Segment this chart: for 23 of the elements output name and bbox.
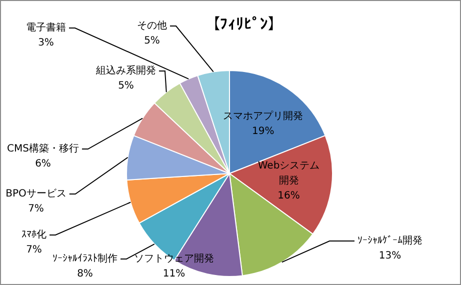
slice-label: ｿｰｼｬﾙｲﾗｽﾄ制作: [52, 252, 118, 265]
chart-title: 【ﾌｨﾘﾋﾟﾝ】: [205, 14, 283, 33]
data-label: 16%: [278, 190, 300, 202]
slice-label: CMS構築・移行: [7, 142, 79, 155]
data-label: 6%: [35, 158, 51, 170]
data-label: 5%: [118, 80, 134, 92]
slice-label: 組込み系開発: [95, 64, 156, 77]
slice-label: ｿｰｼｬﾙｹﾞｰﾑ開発: [358, 234, 422, 247]
slice-label: その他: [137, 20, 167, 32]
slice-label: 電子書籍: [26, 22, 66, 34]
slice-label: BPOサービス: [6, 188, 66, 200]
slice-label: Webシステム開発: [258, 160, 320, 187]
slice-label: ソフトウェア開発: [134, 254, 214, 265]
data-label: 5%: [144, 36, 160, 47]
data-label: 8%: [77, 268, 93, 280]
data-label: 19%: [252, 126, 274, 138]
data-label: 7%: [28, 204, 44, 215]
data-label: 13%: [378, 250, 402, 262]
data-label: 7%: [26, 244, 42, 256]
slice-label: ｽﾏﾎ化: [22, 228, 46, 241]
data-label: 3%: [38, 38, 54, 49]
data-label: 11%: [162, 268, 186, 280]
slice-label: スマホアプリ開発: [223, 110, 304, 122]
